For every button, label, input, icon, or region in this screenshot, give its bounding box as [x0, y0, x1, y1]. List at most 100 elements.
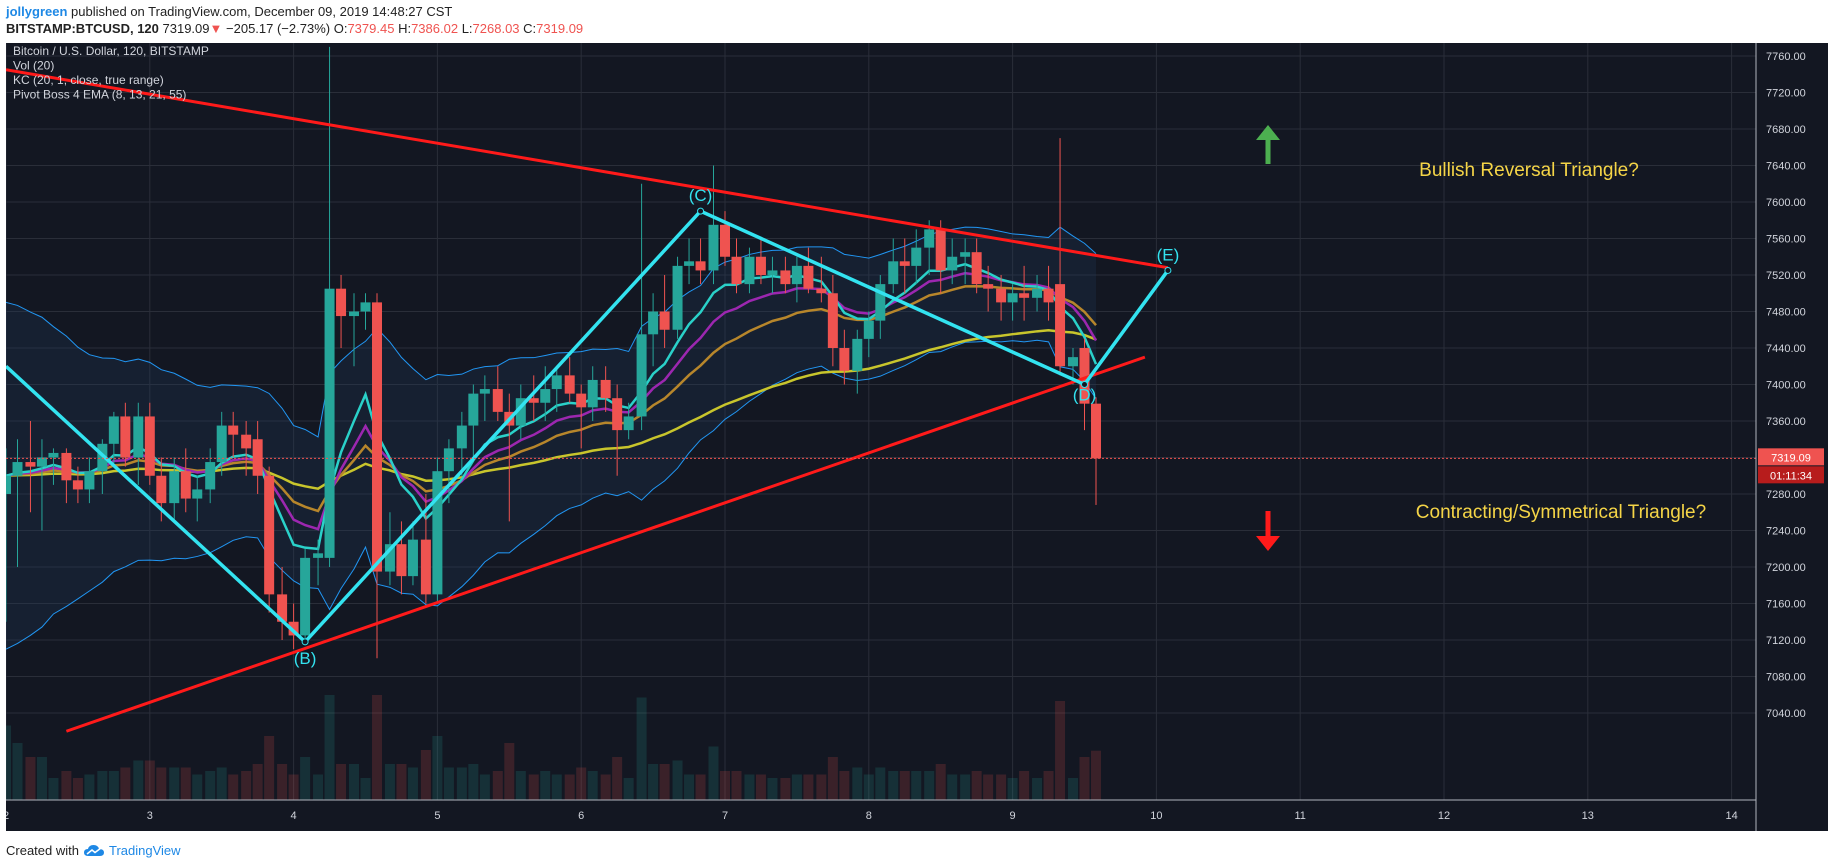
candle-body [695, 261, 706, 271]
volume-bar [708, 746, 719, 800]
price-axis[interactable]: 7040.00 7080.00 7120.00 7160.00 7200.00 7240.… [6, 43, 1828, 831]
open-label: O: [333, 21, 348, 36]
volume-bar [348, 764, 359, 800]
candle-body [300, 557, 311, 636]
volume-bar [1091, 750, 1102, 800]
volume-bar [755, 774, 766, 800]
volume-bar [216, 767, 227, 800]
volume-bar [1043, 771, 1054, 800]
candle-body [25, 462, 36, 467]
volume-bar [156, 767, 167, 800]
volume-bar [731, 771, 742, 800]
volume-bar [12, 743, 23, 800]
volume-bar [36, 757, 47, 800]
time-tick-label: 4 [291, 810, 297, 822]
candle-body [432, 471, 443, 595]
volume-bar [120, 767, 131, 800]
tradingview-link[interactable]: TradingView [108, 843, 181, 858]
candle-body [863, 320, 874, 339]
candle [744, 247, 755, 294]
candle [899, 238, 910, 294]
candle [540, 366, 551, 421]
volume-bar [875, 767, 886, 800]
volume-bar [468, 764, 479, 800]
candle [708, 165, 719, 285]
volume-bar [935, 764, 946, 800]
candle [1043, 265, 1054, 321]
candle-body [420, 539, 431, 595]
candle [612, 384, 623, 476]
volume-bar [996, 774, 1007, 800]
candle-body [169, 471, 180, 504]
candle-body [372, 302, 383, 572]
open-value: 7379.45 [347, 21, 395, 36]
candle-body [396, 544, 407, 577]
volume-bar [372, 695, 383, 800]
time-tick-label: 7 [722, 810, 728, 822]
time-tick-label: 10 [1150, 810, 1162, 822]
candle [192, 475, 203, 522]
candle-body [468, 393, 479, 426]
volume-bar [360, 778, 371, 800]
candle [468, 384, 479, 458]
volume-bar [205, 771, 216, 800]
volume-bar [192, 774, 203, 800]
candle-body [612, 398, 623, 431]
price-chart[interactable]: 7040.00 7080.00 7120.00 7160.00 7200.00 7240.… [6, 43, 1828, 831]
candlesticks [6, 46, 1102, 659]
candle [551, 366, 562, 412]
volume-bar [48, 778, 59, 800]
wave-point [301, 638, 309, 646]
candle [372, 293, 383, 659]
keltner-upper-line [6, 226, 1097, 438]
price-tick-label: 7440.00 [1766, 343, 1806, 355]
candle [731, 238, 742, 294]
volume-bar [324, 695, 335, 800]
candle [839, 329, 850, 385]
candle [48, 448, 59, 485]
time-tick-label: 14 [1725, 810, 1737, 822]
candle [228, 411, 239, 458]
candle [924, 220, 935, 275]
author-link[interactable]: jollygreen [6, 4, 68, 19]
volume-bar [564, 774, 575, 800]
candle-body [1055, 284, 1066, 367]
volume-bar [1032, 778, 1043, 800]
legend-line: Pivot Boss 4 EMA (8, 13, 21, 55) [13, 88, 186, 102]
candle [25, 421, 36, 513]
candle [133, 402, 144, 485]
candle [623, 402, 634, 440]
created-with-text: Created with [6, 843, 79, 858]
price-tick-label: 7760.00 [1766, 51, 1806, 63]
volume-bar [288, 774, 299, 800]
candle-body [97, 443, 108, 472]
time-tick-label: 6 [578, 810, 584, 822]
volume-bar [803, 774, 814, 800]
candle [84, 457, 95, 504]
time-tick-label: 9 [1010, 810, 1016, 822]
candle [576, 384, 587, 449]
time-tick-label: 12 [1438, 810, 1450, 822]
volume-bar [623, 778, 634, 800]
candle [360, 293, 371, 330]
wave-point [1164, 266, 1172, 274]
price-tick-label: 7040.00 [1766, 708, 1806, 720]
volume-bar [924, 771, 935, 800]
volume-bar [108, 771, 119, 800]
high-label: H: [398, 21, 412, 36]
candle-body [755, 256, 766, 275]
candle [12, 439, 23, 567]
price-tick-label: 7200.00 [1766, 562, 1806, 574]
volume-bar [863, 774, 874, 800]
candle-body [108, 416, 119, 444]
volume-bar [983, 774, 994, 800]
candle [432, 457, 443, 604]
volume-bar [888, 771, 899, 800]
wave-label: (E) [1157, 245, 1180, 264]
volume-bar [576, 767, 587, 800]
volume-bar [672, 760, 683, 800]
candle-body [875, 284, 886, 321]
candle [205, 448, 216, 504]
candle [672, 256, 683, 339]
candle-body [6, 475, 11, 494]
